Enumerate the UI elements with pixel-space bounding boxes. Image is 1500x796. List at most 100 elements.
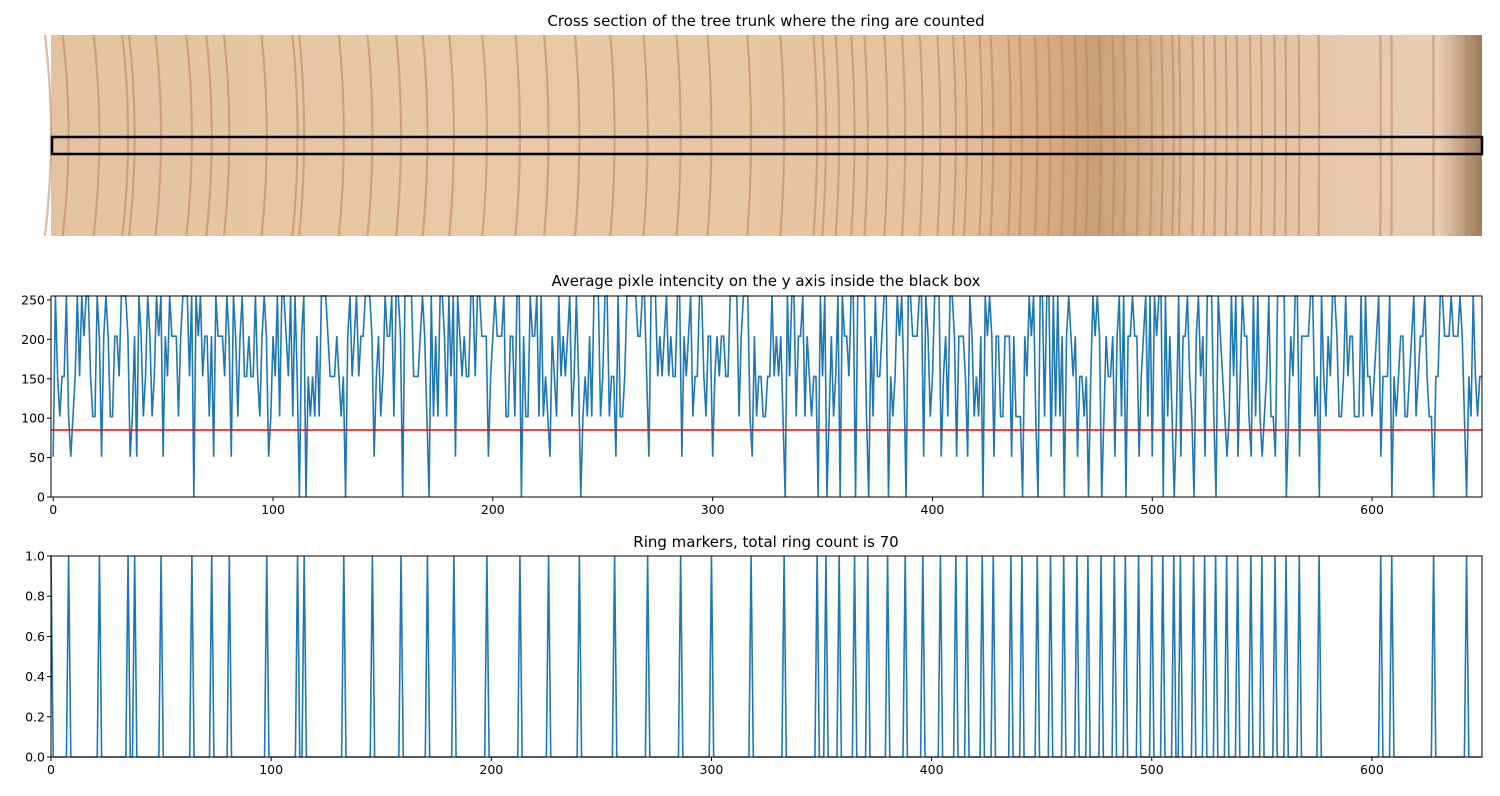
wood-ring-57	[1213, 34, 1217, 237]
wood-ring-59	[1235, 34, 1239, 237]
wood-ring-21	[609, 34, 616, 237]
panel1-title: Cross section of the tree trunk where th…	[547, 12, 984, 30]
y-tick-label: 250	[21, 292, 45, 307]
y-tick-label: 100	[21, 411, 45, 426]
wood-ring-12	[337, 34, 345, 237]
wood-ring-60	[1248, 34, 1252, 237]
wood-ring-64	[1297, 34, 1301, 237]
wood-ring-11	[298, 34, 306, 237]
wood-ring-53	[1171, 34, 1175, 237]
wood-ring-30	[850, 34, 856, 237]
wood-ring-1	[61, 34, 70, 237]
wood-ring-63	[1284, 34, 1288, 237]
wood-ring-40	[1007, 34, 1012, 237]
wood-ring-20	[573, 34, 581, 237]
wood-ring-3	[121, 34, 130, 237]
ring-markers-x-ticks: 0 100 200 300 400 500 600	[47, 757, 1384, 777]
wood-rings	[43, 34, 1468, 237]
wood-ring-26	[779, 34, 786, 237]
wood-ring-4	[127, 34, 136, 237]
wood-ring-32	[883, 34, 889, 237]
wood-ring-17	[481, 34, 488, 237]
x-tick-label: 300	[701, 502, 725, 517]
wood-ring-50	[1135, 34, 1140, 237]
intensity-y-ticks: 0 50 100 150 200 250	[21, 292, 51, 505]
wood-ring-13	[366, 34, 374, 237]
wood-ring-47	[1098, 34, 1103, 237]
wood-ring-42	[1033, 34, 1039, 237]
ring-markers-series-line	[50, 555, 1482, 758]
wood-background	[51, 35, 1482, 236]
wood-ring-31	[863, 34, 869, 237]
wood-ring-51	[1149, 34, 1153, 237]
x-tick-label: 400	[920, 762, 944, 777]
wood-ring-41	[1018, 34, 1023, 237]
wood-ring-28	[821, 34, 828, 237]
y-tick-label: 200	[21, 332, 45, 347]
x-tick-label: 500	[1140, 762, 1164, 777]
wood-ring-35	[936, 34, 942, 237]
wood-ring-6	[185, 34, 193, 237]
wood-ring-7	[205, 34, 213, 237]
wood-ring-18	[514, 34, 522, 237]
wood-ring-33	[900, 34, 907, 237]
intensity-series-line	[52, 295, 1482, 498]
wood-ring-34	[918, 34, 924, 237]
y-tick-label: 0	[37, 490, 45, 505]
wood-ring-49	[1122, 34, 1127, 237]
wood-ring-5	[154, 34, 163, 237]
y-tick-label: 0.4	[25, 669, 45, 684]
wood-image	[43, 34, 1484, 237]
x-tick-label: 100	[261, 502, 285, 517]
intensity-x-ticks: 0 100 200 300 400 500 600	[49, 497, 1384, 517]
wood-ring-29	[834, 34, 841, 237]
y-tick-label: 0.8	[25, 589, 45, 604]
y-tick-label: 0.2	[25, 709, 45, 724]
wood-ring-27	[812, 34, 819, 237]
intensity-plot-frame	[50, 295, 1483, 498]
ring-markers-plot: 0 100 200 300 400 500 600 0.0 0.2 0.4 0.6 0.8 1.0	[25, 549, 1483, 777]
y-tick-label: 1.0	[25, 549, 45, 564]
panel2-title: Average pixle intencity on the y axis in…	[552, 272, 981, 290]
wood-ring-52	[1160, 34, 1164, 237]
wood-ring-24	[706, 34, 713, 237]
wood-ring-61	[1259, 34, 1263, 237]
wood-ring-10	[291, 34, 299, 237]
wood-ring-54	[1177, 34, 1182, 237]
wood-ring-38	[978, 34, 984, 237]
x-tick-label: 100	[259, 762, 283, 777]
wood-ring-46	[1084, 34, 1090, 237]
wood-ring-14	[395, 34, 403, 237]
intensity-plot: 0 100 200 300 400 500 600 0 50 100 150 200 250	[21, 292, 1483, 517]
wood-ring-0	[43, 34, 53, 237]
wood-ring-16	[448, 34, 455, 237]
y-tick-label: 0.6	[25, 629, 45, 644]
x-tick-label: 600	[1360, 762, 1384, 777]
x-tick-label: 0	[47, 762, 55, 777]
wood-ring-56	[1202, 34, 1206, 237]
wood-ring-58	[1224, 34, 1228, 237]
ring-markers-y-ticks: 0.0 0.2 0.4 0.6 0.8 1.0	[25, 549, 51, 765]
y-tick-label: 50	[29, 450, 45, 465]
wood-ring-36	[951, 34, 957, 237]
wood-ring-43	[1047, 34, 1052, 237]
ring-markers-plot-frame	[50, 555, 1483, 758]
wood-ring-22	[642, 34, 649, 237]
wood-ring-48	[1111, 34, 1116, 237]
wood-ring-15	[421, 34, 429, 237]
y-tick-label: 150	[21, 371, 45, 386]
x-tick-label: 200	[481, 502, 505, 517]
wood-ring-39	[989, 34, 995, 237]
wood-ring-23	[675, 34, 682, 237]
x-tick-label: 500	[1140, 502, 1164, 517]
wood-ring-19	[543, 34, 550, 237]
x-tick-label: 300	[700, 762, 724, 777]
x-tick-label: 400	[921, 502, 945, 517]
x-tick-label: 200	[479, 762, 503, 777]
wood-ring-8	[222, 34, 231, 237]
wood-ring-55	[1191, 34, 1195, 237]
wood-ring-9	[260, 34, 268, 237]
wood-ring-2	[92, 34, 101, 237]
wood-ring-62	[1273, 34, 1277, 237]
wood-ring-37	[962, 34, 968, 237]
